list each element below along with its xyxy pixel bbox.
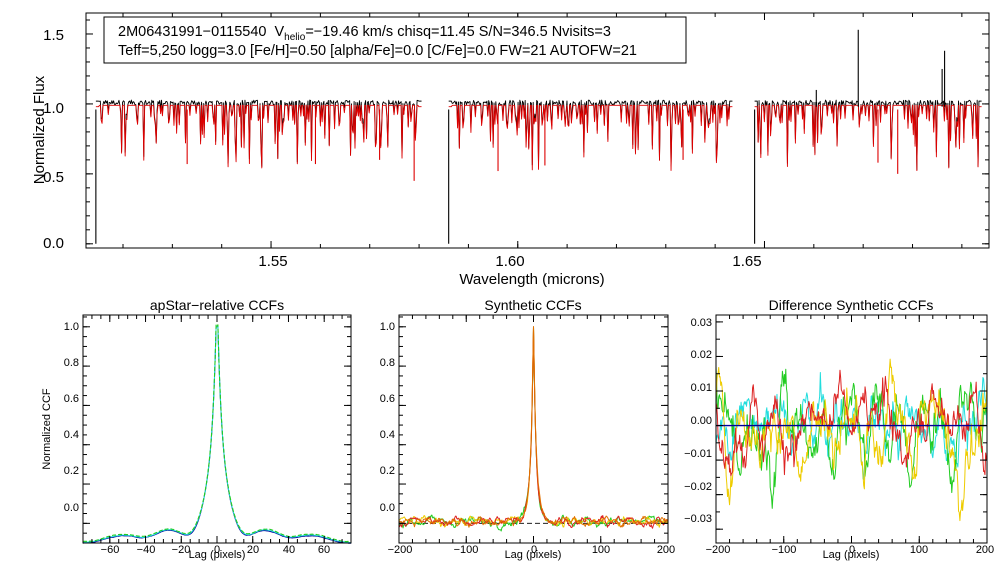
ccf2-ytick-label: 0.4 (380, 429, 395, 441)
model-spectrum-chip-1 (95, 104, 422, 169)
ccf3-xtick-label: 100 (910, 544, 928, 556)
ccf3-xtick-label: −100 (772, 544, 797, 556)
spectrum-ytick-label: 0.0 (43, 235, 64, 252)
ccf1-axes-frame (82, 314, 352, 544)
annotation-line-1-rest: =−19.46 km/s chisq=11.45 S/N=346.5 Nvisi… (305, 24, 611, 40)
ccf2-ytick-label: 0.2 (380, 465, 395, 477)
spectrum-xtick-label: 1.65 (732, 253, 761, 270)
ccf3-ytick-label: −0.01 (684, 448, 712, 460)
ccf1-xtick-label: −20 (172, 544, 191, 556)
ccf2-ticks (398, 315, 669, 544)
ccf2-panel: Synthetic CCFs Lag (pixels) 1.0 0.8 0.6 … (380, 297, 675, 561)
ccf1-ticks (82, 315, 352, 544)
annotation-v-symbol: V (275, 24, 285, 40)
ccf2-ytick-label: 1.0 (380, 321, 395, 333)
ccf3-xtick-label: 200 (976, 544, 994, 556)
ccf3-ytick-label: 0.03 (691, 317, 712, 329)
ccf2-series-visit-3 (398, 326, 669, 529)
spectrum-series-group (95, 29, 982, 244)
spectrum-ytick-label: 0.5 (43, 169, 64, 186)
ccf2-xlabel: Lag (pixels) (505, 549, 562, 561)
ccf1-ytick-label: 0.4 (64, 429, 79, 441)
ccf2-ytick-label: 0.8 (380, 357, 395, 369)
spectrum-ytick-label: 1.0 (43, 100, 64, 117)
ccf2-xtick-label: −200 (388, 544, 413, 556)
ccf1-panel: apStar−relative CCFs Lag (pixels) Normal… (41, 297, 352, 561)
ccf1-xtick-label: 0 (214, 544, 220, 556)
spectrum-ticks (86, 13, 989, 248)
ccf2-xtick-label: 200 (657, 544, 675, 556)
ccf2-xtick-label: 0 (531, 544, 537, 556)
ccf3-xlabel: Lag (pixels) (823, 549, 880, 561)
ccf1-ytick-label: 0.0 (64, 502, 79, 514)
ccf1-ylabel: Normalized CCF (41, 388, 53, 470)
ccf1-title: apStar−relative CCFs (150, 297, 284, 313)
ccf2-series-visit-1 (398, 326, 669, 532)
annotation-v-subscript: helio (284, 32, 306, 43)
model-spectrum-chip-2 (448, 104, 733, 171)
ccf1-ytick-label: 0.6 (64, 393, 79, 405)
annotation-line-2: Teff=5,250 logg=3.0 [Fe/H]=0.50 [alpha/F… (118, 43, 637, 59)
ccf1-xtick-label: 60 (318, 544, 330, 556)
ccf1-series-visit-2 (82, 325, 352, 544)
ccf1-series-visit-1 (82, 326, 352, 544)
ccf3-ytick-label: −0.02 (684, 481, 712, 493)
ccf3-ytick-label: 0.01 (691, 382, 712, 394)
spectrum-xtick-label: 1.55 (258, 253, 287, 270)
ccf2-ytick-label: 0.6 (380, 393, 395, 405)
ccf2-xtick-label: −100 (454, 544, 479, 556)
ccf1-xtick-label: 20 (247, 544, 259, 556)
spectrum-ylabel: Normalized Flux (31, 75, 48, 184)
spectrum-ytick-label: 1.5 (43, 27, 64, 44)
ccf1-ytick-label: 0.8 (64, 357, 79, 369)
ccf3-title: Difference Synthetic CCFs (769, 297, 934, 313)
ccf3-series-group (715, 358, 988, 522)
ccf2-xtick-label: 100 (592, 544, 610, 556)
ccf1-xtick-label: −40 (137, 544, 156, 556)
ccf1-series-group (82, 324, 352, 544)
ccf3-series-visit-4 (715, 369, 988, 477)
ccf2-ytick-label: 0.0 (380, 502, 395, 514)
ccf1-xtick-label: −60 (101, 544, 120, 556)
ccf3-xtick-label: 0 (849, 544, 855, 556)
spectrum-panel: 1.5 1.0 0.5 0.0 1.55 1.60 1.65 Wavelengt… (31, 12, 990, 288)
model-spectrum-chip-3 (754, 104, 982, 172)
annotation-line-1: 2M06431991−0115540 Vhelio=−19.46 km/s chi… (118, 24, 611, 43)
annotation-frame (103, 16, 687, 64)
ccf3-panel: Difference Synthetic CCFs Lag (pixels) 0… (684, 297, 994, 561)
observed-spectrum-chip-2 (448, 99, 733, 167)
ccf3-ytick-label: 0.02 (691, 349, 712, 361)
ccf3-ytick-label: 0.00 (691, 415, 712, 427)
ccf2-title: Synthetic CCFs (484, 297, 581, 313)
ccf3-ticks (715, 315, 988, 543)
spectrum-axes-frame (85, 12, 990, 249)
ccf1-ytick-label: 1.0 (64, 321, 79, 333)
spectrum-xlabel: Wavelength (microns) (459, 271, 604, 288)
ccf3-series-visit-3 (715, 358, 988, 522)
annotation-star-id: 2M06431991−0115540 (118, 24, 267, 40)
ccf3-ytick-label: −0.03 (684, 513, 712, 525)
ccf1-xtick-label: 40 (283, 544, 295, 556)
spectrum-xtick-label: 1.60 (495, 253, 524, 270)
ccf2-series-group (398, 326, 669, 532)
ccf1-series-visit-3 (83, 324, 352, 543)
spectrum-annotation-box: 2M06431991−0115540 Vhelio=−19.46 km/s chi… (103, 16, 687, 64)
ccf2-series-visit-4 (398, 326, 669, 528)
ccf1-xlabel: Lag (pixels) (189, 549, 246, 561)
ccf3-xtick-label: −200 (706, 544, 731, 556)
ccf1-ytick-label: 0.2 (64, 465, 79, 477)
